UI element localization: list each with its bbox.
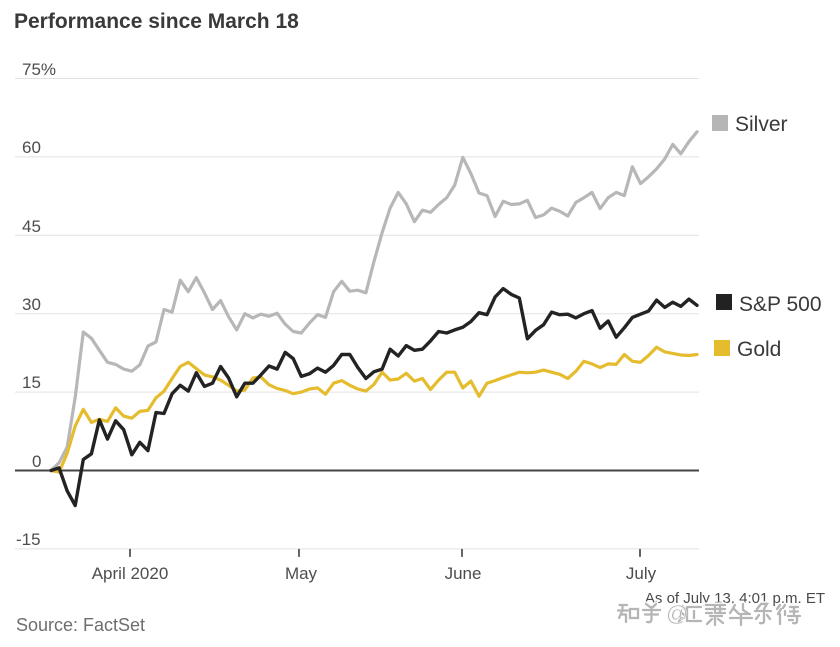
svg-text:@: @ [666, 601, 688, 626]
